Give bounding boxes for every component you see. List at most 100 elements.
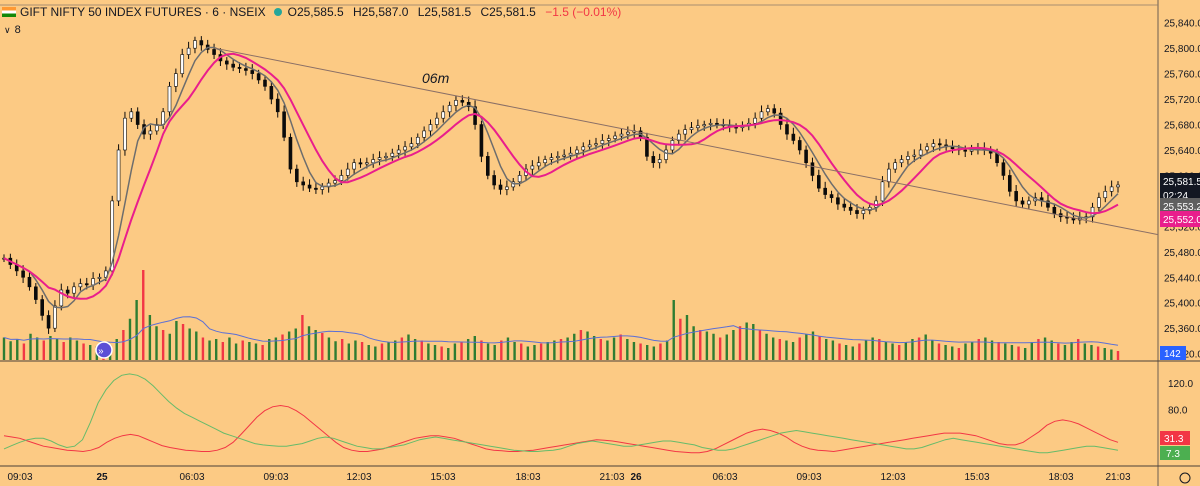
symbol-title[interactable]: GIFT NIFTY 50 INDEX FUTURES · 6 · NSEIX — [20, 5, 266, 19]
time-tick-label: 09:03 — [263, 472, 288, 483]
volume-bar — [924, 334, 927, 360]
volume-bar — [825, 339, 828, 360]
candle — [626, 131, 630, 135]
candle — [937, 143, 942, 146]
candle — [161, 111, 165, 125]
volume-ma-line — [3, 316, 1119, 346]
volume-bar — [89, 345, 92, 360]
candle — [1014, 191, 1018, 202]
candle — [791, 133, 796, 141]
volume-bar — [586, 331, 589, 360]
candle — [689, 127, 694, 130]
volume-bar — [699, 330, 702, 360]
candle — [683, 129, 687, 135]
candle — [314, 187, 318, 190]
indicators-toggle[interactable]: ∨ 8 — [4, 24, 21, 36]
volume-bar — [1103, 348, 1106, 360]
candle — [562, 154, 566, 157]
volume-bar — [1017, 346, 1020, 360]
candle — [836, 197, 840, 205]
candle — [657, 159, 662, 164]
volume-bar — [679, 318, 682, 360]
ohlc-values: O25,585.5 H25,587.0 L25,581.5 C25,581.5 … — [288, 5, 628, 19]
price-tick-label: 25,680.0 — [1164, 121, 1200, 132]
candle — [906, 156, 910, 160]
volume-bar — [639, 343, 642, 360]
candle — [409, 143, 414, 148]
candle — [365, 162, 369, 165]
volume-bar — [665, 340, 669, 360]
volume-bar — [951, 346, 954, 360]
volume-bar — [725, 334, 728, 360]
volume-bar — [387, 342, 390, 360]
candle — [829, 194, 834, 199]
volume-bar — [844, 345, 848, 360]
volume-bar — [533, 345, 536, 360]
volume-bar — [884, 342, 888, 360]
candle — [352, 162, 356, 170]
volume-bar — [1110, 349, 1113, 360]
candle — [530, 165, 535, 170]
volume-bar — [513, 342, 516, 360]
candle — [199, 40, 204, 46]
candle — [861, 210, 866, 214]
candle — [581, 146, 586, 151]
candle — [1007, 175, 1012, 192]
volume-bar — [646, 345, 649, 360]
volume-bar — [321, 333, 324, 360]
candle — [696, 125, 700, 129]
time-tick-label: 15:03 — [964, 472, 989, 483]
candle — [225, 60, 229, 65]
time-tick-label: 21:03 — [1105, 472, 1130, 483]
candle — [842, 203, 847, 208]
candle — [256, 73, 261, 81]
volume-bar — [433, 345, 437, 360]
volume-bar — [374, 346, 377, 360]
volume-bar — [135, 300, 138, 360]
candle — [40, 299, 44, 316]
volume-bar — [685, 315, 689, 360]
volume-bar — [69, 337, 72, 360]
candle — [918, 149, 923, 156]
candle — [72, 286, 76, 294]
volume-bar — [632, 342, 636, 360]
volume-bar — [612, 337, 616, 360]
candle — [167, 86, 172, 113]
volume-bar — [35, 337, 39, 360]
volume-bar — [413, 339, 417, 360]
candle — [148, 130, 153, 135]
candle — [263, 79, 267, 87]
ma-fast-line — [3, 46, 1119, 309]
candle — [1116, 184, 1120, 188]
candle — [441, 111, 446, 119]
osc-label-b: 7.3 — [1166, 449, 1180, 460]
volume-bar — [168, 333, 171, 360]
candle — [766, 108, 770, 113]
candle — [27, 276, 32, 288]
volume-bar — [241, 340, 244, 360]
candle — [1046, 200, 1050, 208]
candle — [78, 283, 83, 288]
volume-bar — [652, 346, 656, 360]
volume-bar — [1030, 342, 1033, 360]
volume-bar — [334, 341, 337, 360]
osc-series-a-line — [3, 404, 1119, 454]
volume-bar — [805, 334, 808, 360]
candle — [135, 111, 140, 125]
volume-bar — [858, 343, 861, 360]
volume-bar — [294, 328, 297, 360]
volume-bar — [460, 342, 463, 360]
volume-bar — [911, 339, 914, 360]
candle — [180, 54, 185, 74]
candle — [358, 162, 363, 165]
volume-bar — [553, 340, 556, 360]
candle — [244, 68, 248, 71]
candle — [517, 175, 522, 183]
candle — [753, 117, 757, 124]
candle — [269, 86, 274, 100]
candle — [823, 187, 827, 195]
volume-bar — [718, 337, 722, 360]
candle — [91, 278, 95, 286]
candle — [339, 175, 344, 181]
